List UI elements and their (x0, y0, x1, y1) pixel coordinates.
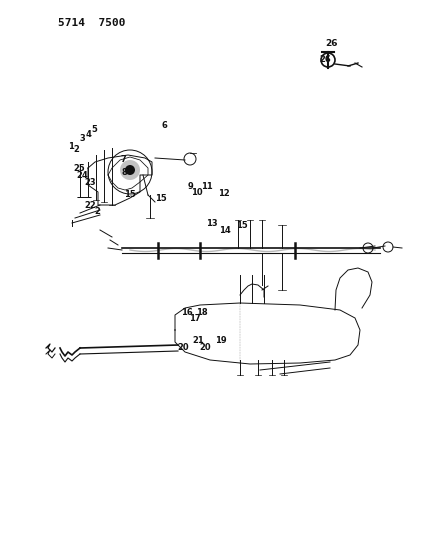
Text: 20: 20 (199, 343, 211, 352)
Text: 26: 26 (319, 55, 331, 64)
Text: 25: 25 (73, 164, 85, 173)
Text: 11: 11 (201, 182, 213, 191)
Text: 1: 1 (68, 142, 74, 150)
Text: 18: 18 (196, 309, 208, 317)
Text: 17: 17 (189, 314, 201, 322)
Text: 14: 14 (219, 227, 231, 235)
Text: 15: 15 (124, 190, 136, 198)
Circle shape (125, 165, 135, 175)
Text: 22: 22 (84, 201, 96, 210)
Text: 12: 12 (218, 189, 230, 198)
Text: 23: 23 (84, 179, 96, 187)
Text: 9: 9 (187, 182, 193, 191)
Text: 3: 3 (80, 134, 86, 143)
Text: 19: 19 (215, 336, 227, 344)
Text: 13: 13 (206, 220, 218, 228)
Text: 15: 15 (155, 194, 166, 203)
Circle shape (120, 160, 140, 180)
Text: 4: 4 (86, 130, 92, 139)
Text: 10: 10 (191, 189, 203, 197)
Text: 24: 24 (77, 171, 89, 180)
Text: 6: 6 (162, 121, 168, 130)
Text: 7: 7 (120, 156, 126, 164)
Text: 2: 2 (73, 145, 79, 154)
Text: 5: 5 (91, 125, 97, 134)
Text: 20: 20 (177, 343, 189, 352)
Text: 15: 15 (236, 221, 248, 230)
Text: 5714  7500: 5714 7500 (58, 18, 125, 28)
Text: 21: 21 (192, 336, 204, 344)
Text: 16: 16 (181, 309, 193, 317)
Text: 2: 2 (94, 207, 100, 216)
Text: 26: 26 (325, 39, 338, 48)
Text: 8: 8 (121, 168, 127, 176)
